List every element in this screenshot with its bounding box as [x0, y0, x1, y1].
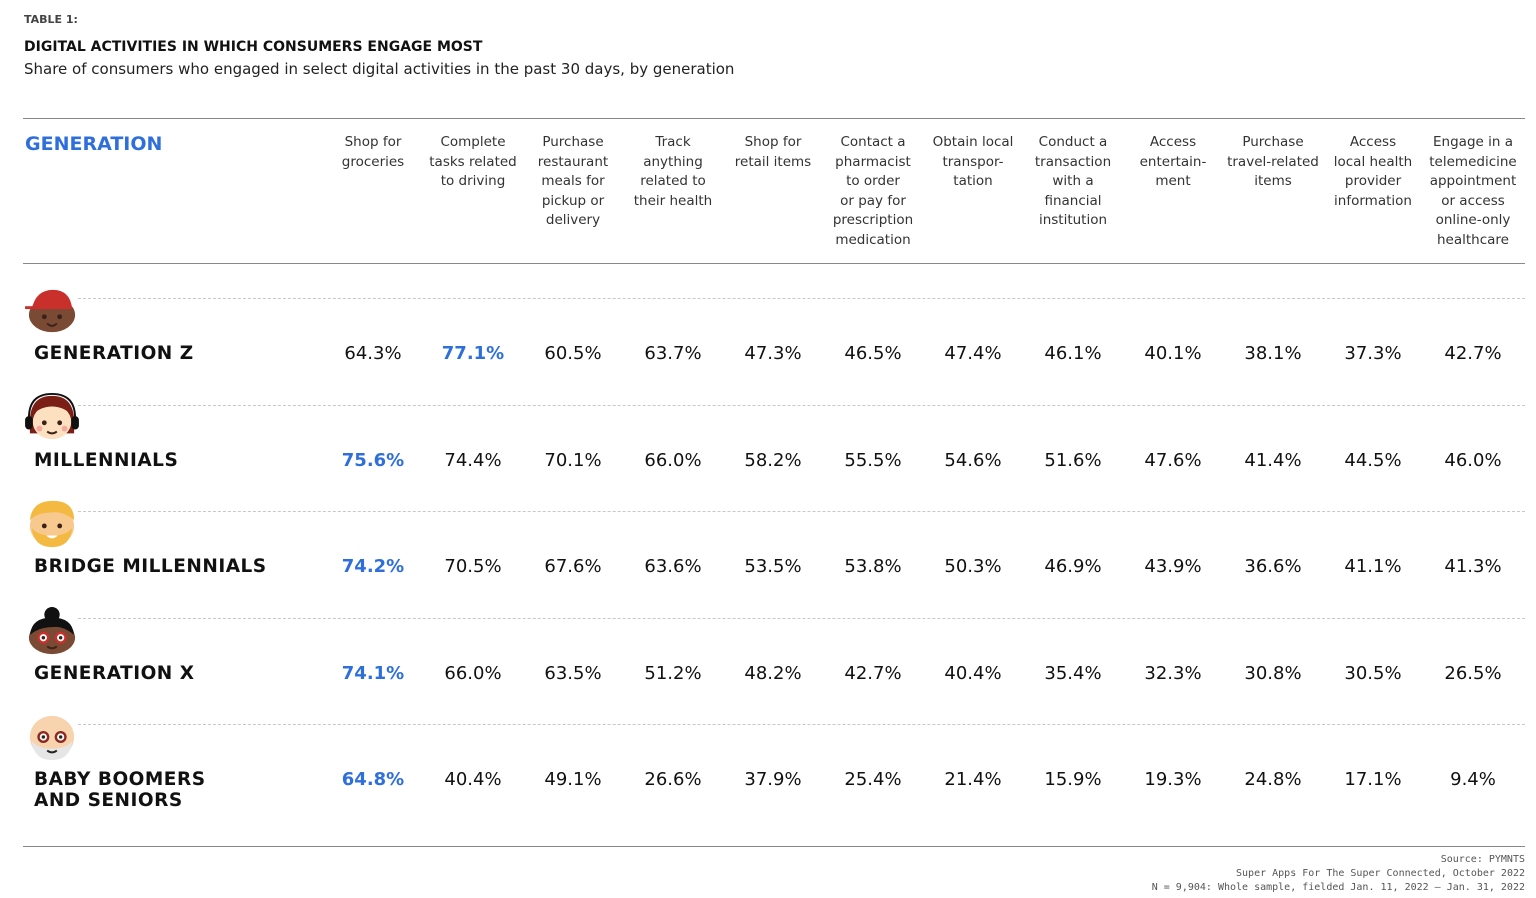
- column-header: Contact a pharmacist to order or pay for pre…: [832, 134, 914, 248]
- row-divider: [78, 724, 1525, 725]
- table-cell: 58.2%: [744, 449, 802, 471]
- column-header: Purchase travel-related items: [1227, 134, 1319, 189]
- table-cell: 24.8%: [1244, 769, 1302, 790]
- row-label: BABY BOOMERS AND SENIORS: [34, 769, 206, 811]
- table-cell: 43.9%: [1144, 556, 1202, 577]
- table-cell: 70.1%: [544, 449, 602, 471]
- table-cell: 26.5%: [1444, 662, 1502, 684]
- table-cell: 46.1%: [1044, 343, 1102, 364]
- report-note: Super Apps For The Super Connected, Octo…: [1236, 868, 1525, 879]
- table-cell: 40.1%: [1144, 343, 1202, 364]
- row-divider: [78, 511, 1525, 512]
- table-cell: 30.8%: [1244, 662, 1302, 684]
- top-rule: [23, 118, 1525, 119]
- table-cell: 77.1%: [441, 343, 505, 364]
- table-cell: 74.1%: [341, 662, 405, 684]
- table-cell: 47.6%: [1144, 449, 1202, 471]
- table-cell: 41.1%: [1344, 556, 1402, 577]
- row-label: GENERATION Z: [34, 343, 194, 364]
- senior-glasses-icon: [29, 715, 75, 761]
- table-cell: 41.3%: [1444, 556, 1502, 577]
- table-cell: 15.9%: [1044, 769, 1102, 790]
- table-cell: 26.6%: [644, 769, 702, 790]
- table-subtitle: Share of consumers who engaged in select…: [24, 60, 735, 78]
- table-cell: 46.9%: [1044, 556, 1102, 577]
- table-cell: 35.4%: [1044, 662, 1102, 684]
- table-cell: 70.5%: [444, 556, 502, 577]
- column-header: Engage in a telemedicine appointment or acc…: [1429, 134, 1517, 248]
- table-cell: 67.6%: [544, 556, 602, 577]
- table-cell: 42.7%: [844, 662, 902, 684]
- table-cell: 53.8%: [844, 556, 902, 577]
- table-cell: 44.5%: [1344, 449, 1402, 471]
- table-cell: 32.3%: [1144, 662, 1202, 684]
- table-cell: 51.6%: [1044, 449, 1102, 471]
- table-cell: 47.3%: [744, 343, 802, 364]
- table-cell: 41.4%: [1244, 449, 1302, 471]
- table-cell: 37.3%: [1344, 343, 1402, 364]
- table-cell: 66.0%: [644, 449, 702, 471]
- table-title: DIGITAL ACTIVITIES IN WHICH CONSUMERS EN…: [24, 39, 483, 55]
- column-header: Complete tasks related to driving: [429, 134, 517, 189]
- table-cell: 48.2%: [744, 662, 802, 684]
- source-note: Source: PYMNTS: [1440, 854, 1525, 865]
- table-cell: 63.5%: [544, 662, 602, 684]
- table-cell: 60.5%: [544, 343, 602, 364]
- table-cell: 47.4%: [944, 343, 1002, 364]
- table-cell: 51.2%: [644, 662, 702, 684]
- column-header: Track anything related to their health: [633, 134, 713, 209]
- table-tag: TABLE 1:: [24, 13, 78, 26]
- table-cell: 17.1%: [1344, 769, 1402, 790]
- column-header: Purchase restaurant meals for pickup or deli…: [537, 134, 609, 228]
- column-header: Shop for groceries: [341, 134, 405, 170]
- column-header: Shop for retail items: [734, 134, 812, 170]
- table-cell: 46.0%: [1444, 449, 1502, 471]
- table-cell: 21.4%: [944, 769, 1002, 790]
- table-cell: 64.8%: [341, 769, 405, 790]
- table-cell: 49.1%: [544, 769, 602, 790]
- table-cell: 40.4%: [944, 662, 1002, 684]
- table-cell: 9.4%: [1450, 769, 1496, 790]
- generation-header: GENERATION: [25, 133, 163, 155]
- table-cell: 37.9%: [744, 769, 802, 790]
- table-cell: 75.6%: [341, 449, 405, 471]
- table-cell: 50.3%: [944, 556, 1002, 577]
- woman-glasses-icon: [28, 606, 76, 654]
- table-cell: 63.7%: [644, 343, 702, 364]
- table-cell: 19.3%: [1144, 769, 1202, 790]
- header-rule: [23, 263, 1525, 264]
- row-label: GENERATION X: [34, 662, 195, 684]
- column-header: Conduct a transaction with a financial insti…: [1034, 134, 1112, 228]
- table-cell: 38.1%: [1244, 343, 1302, 364]
- row-divider: [78, 617, 1525, 619]
- bearded-man-icon: [29, 500, 75, 548]
- table-cell: 55.5%: [844, 449, 902, 471]
- table-cell: 63.6%: [644, 556, 702, 577]
- row-divider: [78, 298, 1525, 299]
- column-header: Access entertain-ment: [1139, 134, 1207, 189]
- table-cell: 74.4%: [444, 449, 502, 471]
- row-label: BRIDGE MILLENNIALS: [34, 556, 267, 577]
- column-header: Obtain local transpor-tation: [932, 134, 1014, 189]
- table-cell: 40.4%: [444, 769, 502, 790]
- boy-red-cap-icon: [25, 289, 76, 333]
- row-label: MILLENNIALS: [34, 449, 179, 471]
- bottom-rule: [23, 846, 1525, 847]
- table-cell: 64.3%: [344, 343, 402, 364]
- table-cell: 66.0%: [444, 662, 502, 684]
- row-divider: [78, 404, 1525, 406]
- table-cell: 42.7%: [1444, 343, 1502, 364]
- table-cell: 54.6%: [944, 449, 1002, 471]
- column-header: Access local health provider information: [1333, 134, 1413, 209]
- table-cell: 36.6%: [1244, 556, 1302, 577]
- table-cell: 74.2%: [341, 556, 405, 577]
- table-cell: 25.4%: [844, 769, 902, 790]
- sample-note: N = 9,904: Whole sample, fielded Jan. 11…: [1151, 882, 1525, 893]
- girl-headphones-icon: [25, 392, 79, 439]
- table-cell: 30.5%: [1344, 662, 1402, 684]
- table-cell: 53.5%: [744, 556, 802, 577]
- table-cell: 46.5%: [844, 343, 902, 364]
